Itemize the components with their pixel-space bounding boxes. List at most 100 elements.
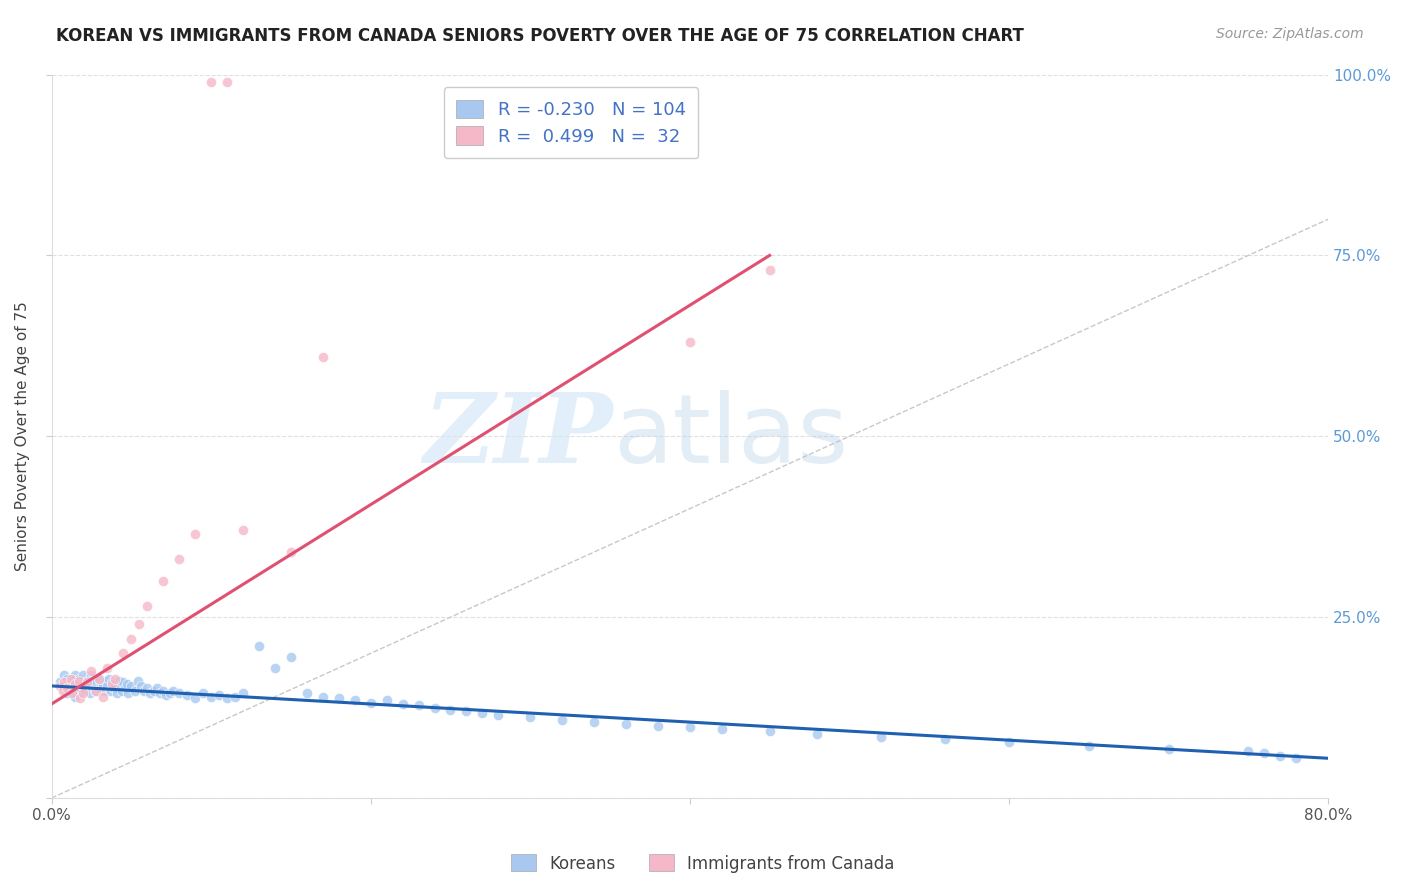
Y-axis label: Seniors Poverty Over the Age of 75: Seniors Poverty Over the Age of 75 xyxy=(15,301,30,571)
Point xyxy=(60,686,83,700)
Point xyxy=(136,681,159,695)
Point xyxy=(79,686,101,700)
Point xyxy=(59,672,82,686)
Point xyxy=(72,679,94,693)
Point xyxy=(53,668,76,682)
Point xyxy=(471,706,494,720)
Point xyxy=(551,713,574,727)
Point xyxy=(66,679,89,693)
Text: Source: ZipAtlas.com: Source: ZipAtlas.com xyxy=(1216,27,1364,41)
Point xyxy=(998,734,1021,748)
Point xyxy=(519,710,541,724)
Point xyxy=(91,677,114,691)
Point xyxy=(59,681,82,695)
Point xyxy=(176,689,198,703)
Point xyxy=(58,677,80,691)
Point xyxy=(120,632,142,646)
Point xyxy=(80,679,103,693)
Point xyxy=(65,668,87,682)
Point xyxy=(111,684,134,698)
Point xyxy=(152,574,174,588)
Point xyxy=(103,681,125,695)
Point xyxy=(55,682,77,697)
Point xyxy=(132,684,155,698)
Point xyxy=(67,672,90,686)
Point xyxy=(184,527,207,541)
Point xyxy=(87,681,110,695)
Point xyxy=(758,724,780,739)
Point xyxy=(146,681,169,695)
Point xyxy=(117,686,139,700)
Text: KOREAN VS IMMIGRANTS FROM CANADA SENIORS POVERTY OVER THE AGE OF 75 CORRELATION : KOREAN VS IMMIGRANTS FROM CANADA SENIORS… xyxy=(56,27,1024,45)
Point xyxy=(328,691,350,706)
Point xyxy=(91,690,114,704)
Legend: R = -0.230   N = 104, R =  0.499   N =  32: R = -0.230 N = 104, R = 0.499 N = 32 xyxy=(443,87,699,159)
Point xyxy=(312,350,335,364)
Point xyxy=(152,684,174,698)
Point xyxy=(105,686,128,700)
Point xyxy=(124,684,146,698)
Point xyxy=(93,684,115,698)
Point xyxy=(710,723,733,737)
Point xyxy=(94,673,117,688)
Point xyxy=(77,677,100,691)
Point xyxy=(375,693,398,707)
Text: atlas: atlas xyxy=(613,390,848,483)
Point xyxy=(129,679,152,693)
Point xyxy=(82,673,104,688)
Point xyxy=(76,673,98,688)
Point xyxy=(295,686,318,700)
Point xyxy=(139,686,162,700)
Point xyxy=(101,675,124,690)
Point xyxy=(72,668,94,682)
Point xyxy=(215,691,238,706)
Point xyxy=(69,691,91,706)
Point xyxy=(232,524,254,538)
Legend: Koreans, Immigrants from Canada: Koreans, Immigrants from Canada xyxy=(505,847,901,880)
Point xyxy=(167,686,190,700)
Point xyxy=(1157,742,1180,756)
Point xyxy=(48,675,70,690)
Point xyxy=(107,673,129,688)
Point xyxy=(159,686,181,700)
Point xyxy=(80,665,103,679)
Point xyxy=(56,672,79,686)
Point xyxy=(870,730,893,744)
Point xyxy=(758,263,780,277)
Point xyxy=(115,677,138,691)
Point xyxy=(120,679,142,693)
Point xyxy=(60,673,83,688)
Point xyxy=(104,672,127,686)
Point xyxy=(1270,749,1292,764)
Point xyxy=(184,691,207,706)
Point xyxy=(96,661,118,675)
Point xyxy=(679,335,702,350)
Point xyxy=(90,679,112,693)
Point xyxy=(200,690,222,704)
Point xyxy=(114,681,136,695)
Point xyxy=(215,75,238,89)
Point xyxy=(96,679,118,693)
Point xyxy=(191,686,214,700)
Point xyxy=(232,686,254,700)
Point xyxy=(83,684,105,698)
Point xyxy=(70,675,93,690)
Point xyxy=(80,668,103,682)
Point xyxy=(104,677,127,691)
Point xyxy=(679,720,702,734)
Point xyxy=(84,675,107,690)
Point xyxy=(155,689,177,703)
Point xyxy=(53,675,76,690)
Point xyxy=(583,715,606,730)
Point xyxy=(408,698,430,713)
Point xyxy=(614,717,637,731)
Point xyxy=(65,677,87,691)
Point xyxy=(52,679,75,693)
Point xyxy=(142,684,165,698)
Point xyxy=(128,617,150,632)
Point xyxy=(65,690,87,704)
Point xyxy=(647,719,669,733)
Text: ZIP: ZIP xyxy=(423,389,613,483)
Point xyxy=(112,675,135,690)
Point xyxy=(1237,744,1260,758)
